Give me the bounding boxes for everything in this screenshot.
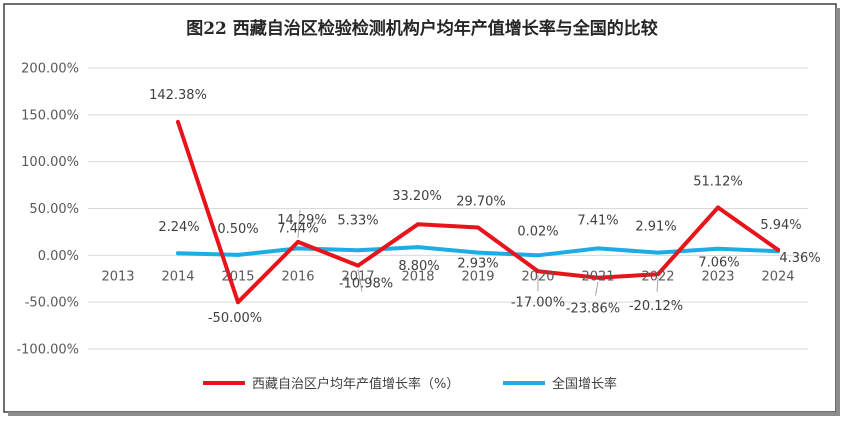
data-point-xizang — [716, 205, 720, 210]
data-point-national — [176, 251, 180, 256]
data-label-xizang: -17.00% — [511, 295, 565, 310]
label-leader-line — [656, 278, 659, 293]
label-leader-line — [595, 281, 599, 296]
y-tick-label: 0.00% — [38, 249, 79, 264]
data-label-national: 7.41% — [577, 213, 618, 228]
data-point-national — [596, 246, 600, 251]
data-label-national: 2.91% — [635, 220, 676, 235]
data-point-xizang — [776, 247, 780, 252]
data-label-xizang: 14.29% — [277, 213, 327, 228]
data-label-xizang: 33.20% — [392, 189, 442, 204]
data-point-national — [236, 252, 240, 257]
x-tick-label: 2017 — [341, 269, 374, 284]
label-leader-line — [357, 269, 363, 292]
x-tick-label: 2020 — [521, 269, 554, 284]
data-label-national: 8.80% — [398, 259, 439, 274]
data-label-national: 7.06% — [698, 256, 739, 271]
series-lines — [176, 119, 780, 305]
data-point-national — [536, 253, 540, 258]
x-tick-label: 2018 — [401, 269, 434, 284]
legend: 西藏自治区户均年产值增长率（%） 全国增长率 — [203, 376, 617, 392]
x-tick-label: 2016 — [281, 269, 314, 284]
data-point-xizang — [656, 272, 660, 277]
y-axis-ticks: 200.00% 150.00% 100.00% 50.00% 0.00% -50.00% -… — [16, 62, 79, 358]
chart-shadow-bottom — [8, 412, 840, 416]
data-label-national: 2.24% — [158, 220, 199, 235]
data-label-xizang: 29.70% — [456, 195, 506, 210]
data-point-xizang — [596, 275, 600, 280]
data-labels: 142.38% -50.00% 14.29% -10.98% 33.20% 29.70% -… — [149, 88, 821, 326]
data-label-national: 0.02% — [517, 224, 558, 239]
data-label-xizang: 5.94% — [760, 218, 801, 233]
x-tick-label: 2021 — [581, 269, 614, 284]
data-point-xizang — [236, 300, 240, 305]
data-label-xizang: -10.98% — [339, 277, 393, 292]
data-point-xizang — [536, 269, 540, 274]
label-leader-line — [297, 209, 301, 238]
data-label-national: 5.33% — [337, 213, 378, 228]
data-point-national — [356, 248, 360, 253]
label-leader-lines — [297, 209, 659, 296]
data-label-xizang: -50.00% — [208, 311, 262, 326]
data-label-xizang: 51.12% — [693, 174, 743, 189]
y-tick-label: -100.00% — [16, 343, 79, 358]
legend-label-national: 全国增长率 — [552, 376, 617, 392]
y-tick-label: 150.00% — [21, 108, 79, 123]
x-tick-label: 2014 — [161, 269, 194, 284]
data-label-national: 4.36% — [779, 251, 820, 266]
data-point-national — [656, 250, 660, 255]
data-label-national: 7.44% — [277, 221, 318, 236]
data-label-national: 2.93% — [457, 257, 498, 272]
chart-title: 图22 西藏自治区检验检测机构户均年产值增长率与全国的比较 — [186, 18, 658, 39]
data-label-xizang: -20.12% — [629, 299, 683, 314]
x-tick-label: 2022 — [641, 269, 674, 284]
y-tick-label: 200.00% — [21, 62, 79, 77]
data-point-national — [716, 246, 720, 251]
data-point-national — [296, 246, 300, 251]
data-label-xizang: 142.38% — [149, 88, 207, 103]
y-tick-label: 50.00% — [29, 202, 79, 217]
data-point-national — [476, 250, 480, 255]
data-point-xizang — [416, 222, 420, 227]
chart-shadow-right — [836, 8, 840, 416]
y-tick-label: -50.00% — [25, 296, 79, 311]
data-point-national — [416, 245, 420, 250]
data-label-national: 0.50% — [217, 222, 258, 237]
data-point-xizang — [296, 239, 300, 244]
data-point-xizang — [356, 263, 360, 268]
x-tick-label: 2024 — [761, 269, 794, 284]
data-label-xizang: -23.86% — [566, 302, 620, 317]
x-tick-label: 2015 — [221, 269, 254, 284]
data-point-xizang — [176, 119, 180, 124]
legend-label-xizang: 西藏自治区户均年产值增长率（%） — [252, 376, 459, 392]
x-tick-label: 2023 — [701, 269, 734, 284]
data-point-xizang — [476, 225, 480, 230]
x-tick-label: 2013 — [101, 269, 134, 284]
y-tick-label: 100.00% — [21, 155, 79, 170]
x-tick-label: 2019 — [461, 269, 494, 284]
x-axis-ticks: 2013 2014 2015 2016 2017 2018 2019 2020 2021 2022… — [101, 269, 794, 284]
